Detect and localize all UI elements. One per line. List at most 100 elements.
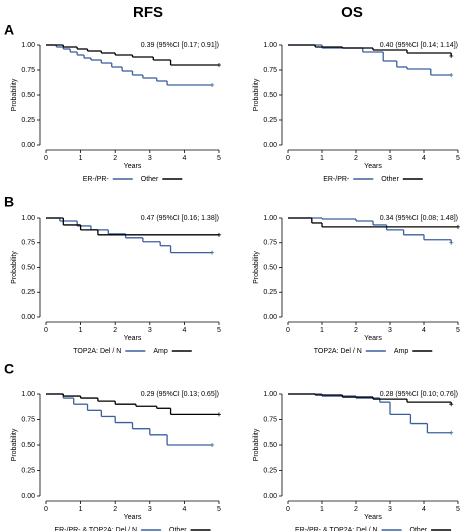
column-title: OS <box>341 4 363 21</box>
legend-label: ER-/PR- & TOP2A: Del / N <box>54 527 137 531</box>
annotation: 0.47 (95%CI [0.16; 1.38]) <box>141 215 219 222</box>
x-tick-label: 5 <box>456 155 460 162</box>
x-tick-label: 2 <box>113 506 117 513</box>
annotation: 0.29 (95%CI [0.13; 0.65]) <box>141 391 219 398</box>
x-tick-label: 0 <box>286 506 290 513</box>
censor-mark <box>449 240 454 245</box>
legend-label: Other <box>141 176 159 183</box>
censor-mark <box>210 83 215 87</box>
legend-label: ER-/PR- <box>323 176 350 183</box>
x-tick-label: 4 <box>182 506 186 513</box>
y-tick-label: 0.50 <box>263 264 277 271</box>
y-axis-label: Probability <box>253 78 260 111</box>
y-axis-label: Probability <box>253 428 260 461</box>
x-tick-label: 4 <box>422 327 426 334</box>
censor-mark <box>217 232 221 237</box>
legend-label: Amp <box>394 348 409 355</box>
x-tick-label: 0 <box>44 506 48 513</box>
panel-label: C <box>4 361 14 377</box>
x-tick-label: 3 <box>148 155 152 162</box>
x-tick-label: 2 <box>354 155 358 162</box>
x-tick-label: 5 <box>217 506 221 513</box>
x-tick-label: 2 <box>113 155 117 162</box>
y-tick-label: 1.00 <box>263 42 277 49</box>
y-tick-label: 0.00 <box>263 142 277 149</box>
x-tick-label: 4 <box>182 327 186 334</box>
y-tick-label: 0.75 <box>263 67 277 74</box>
x-tick-label: 3 <box>388 327 392 334</box>
y-tick-label: 0.00 <box>263 314 277 321</box>
y-tick-label: 1.00 <box>263 215 277 222</box>
x-tick-label: 0 <box>286 327 290 334</box>
x-axis-label: Years <box>124 163 142 170</box>
y-tick-label: 0.25 <box>21 467 35 474</box>
x-axis-label: Years <box>364 163 382 170</box>
x-tick-label: 4 <box>182 155 186 162</box>
panel-label: B <box>4 194 14 210</box>
annotation: 0.34 (95%CI [0.08; 1.48]) <box>380 215 458 222</box>
legend-label: TOP2A: Del / N <box>314 348 362 355</box>
y-axis-label: Probability <box>11 251 18 284</box>
x-tick-label: 1 <box>79 155 83 162</box>
y-tick-label: 0.50 <box>263 442 277 449</box>
y-tick-label: 0.25 <box>21 117 35 124</box>
x-tick-label: 3 <box>148 327 152 334</box>
x-tick-label: 5 <box>456 506 460 513</box>
censor-mark <box>449 54 454 58</box>
y-tick-label: 0.50 <box>263 92 277 99</box>
legend-label: Other <box>381 176 399 183</box>
y-tick-label: 0.75 <box>21 416 35 423</box>
x-tick-label: 0 <box>44 155 48 162</box>
y-axis-label: Probability <box>11 78 18 111</box>
y-tick-label: 1.00 <box>263 391 277 398</box>
censor-mark <box>449 402 454 407</box>
censor-mark <box>217 63 221 67</box>
x-tick-label: 5 <box>217 155 221 162</box>
x-tick-label: 5 <box>456 327 460 334</box>
x-tick-label: 2 <box>354 506 358 513</box>
x-axis-label: Years <box>364 514 382 521</box>
y-tick-label: 1.00 <box>21 391 35 398</box>
censor-mark <box>449 73 454 77</box>
x-tick-label: 1 <box>320 327 324 334</box>
x-axis-label: Years <box>124 335 142 342</box>
panel-label: A <box>4 22 14 38</box>
y-tick-label: 0.00 <box>263 493 277 500</box>
censor-mark <box>449 430 454 435</box>
annotation: 0.28 (95%CI [0.10; 0.76]) <box>380 391 458 398</box>
y-axis-label: Probability <box>253 251 260 284</box>
y-tick-label: 0.75 <box>21 240 35 247</box>
y-tick-label: 0.00 <box>21 314 35 321</box>
y-tick-label: 0.25 <box>263 467 277 474</box>
legend-label: ER-/PR- & TOP2A: Del / N <box>295 527 378 531</box>
y-tick-label: 1.00 <box>21 42 35 49</box>
y-tick-label: 0.50 <box>21 264 35 271</box>
x-tick-label: 5 <box>217 327 221 334</box>
x-tick-label: 0 <box>44 327 48 334</box>
censor-mark <box>456 224 460 229</box>
censor-mark <box>210 443 215 447</box>
censor-mark <box>217 412 221 417</box>
y-axis-label: Probability <box>11 428 18 461</box>
y-tick-label: 1.00 <box>21 215 35 222</box>
x-tick-label: 3 <box>388 155 392 162</box>
y-tick-label: 0.75 <box>263 416 277 423</box>
x-tick-label: 3 <box>148 506 152 513</box>
x-axis-label: Years <box>124 514 142 521</box>
x-axis-label: Years <box>364 335 382 342</box>
y-tick-label: 0.50 <box>21 442 35 449</box>
x-tick-label: 2 <box>113 327 117 334</box>
y-tick-label: 0.25 <box>21 289 35 296</box>
annotation: 0.40 (95%CI [0.14; 1.14]) <box>380 42 458 49</box>
y-tick-label: 0.00 <box>21 142 35 149</box>
legend-label: ER-/PR- <box>83 176 110 183</box>
y-tick-label: 0.75 <box>21 67 35 74</box>
legend-label: TOP2A: Del / N <box>73 348 121 355</box>
x-tick-label: 3 <box>388 506 392 513</box>
y-tick-label: 0.25 <box>263 289 277 296</box>
x-tick-label: 2 <box>354 327 358 334</box>
y-tick-label: 0.25 <box>263 117 277 124</box>
x-tick-label: 0 <box>286 155 290 162</box>
x-tick-label: 1 <box>320 155 324 162</box>
